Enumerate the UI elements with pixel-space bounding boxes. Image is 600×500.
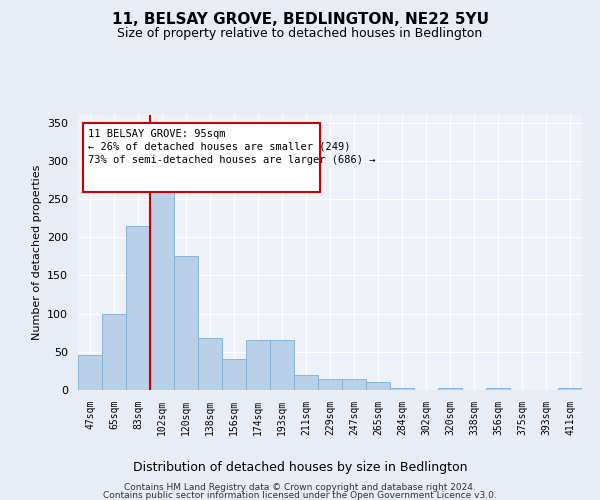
Bar	[558, 388, 582, 390]
Text: Contains HM Land Registry data © Crown copyright and database right 2024.: Contains HM Land Registry data © Crown c…	[124, 483, 476, 492]
Text: Size of property relative to detached houses in Bedlington: Size of property relative to detached ho…	[118, 28, 482, 40]
Bar	[342, 378, 366, 390]
Bar	[318, 378, 342, 390]
Bar	[174, 256, 198, 390]
Bar	[390, 388, 414, 390]
Text: 11, BELSAY GROVE, BEDLINGTON, NE22 5YU: 11, BELSAY GROVE, BEDLINGTON, NE22 5YU	[112, 12, 488, 28]
Bar	[486, 388, 510, 390]
FancyBboxPatch shape	[83, 123, 320, 192]
Bar	[78, 355, 102, 390]
Bar	[150, 184, 174, 390]
Bar	[198, 338, 222, 390]
Y-axis label: Number of detached properties: Number of detached properties	[32, 165, 41, 340]
Bar	[222, 360, 246, 390]
Bar	[294, 374, 318, 390]
Bar	[246, 340, 270, 390]
Text: Distribution of detached houses by size in Bedlington: Distribution of detached houses by size …	[133, 461, 467, 474]
Bar	[366, 382, 390, 390]
Text: Contains public sector information licensed under the Open Government Licence v3: Contains public sector information licen…	[103, 492, 497, 500]
Bar	[126, 226, 150, 390]
Text: 11 BELSAY GROVE: 95sqm
← 26% of detached houses are smaller (249)
73% of semi-de: 11 BELSAY GROVE: 95sqm ← 26% of detached…	[88, 128, 376, 165]
Bar	[270, 340, 294, 390]
Bar	[102, 314, 126, 390]
Bar	[438, 388, 462, 390]
